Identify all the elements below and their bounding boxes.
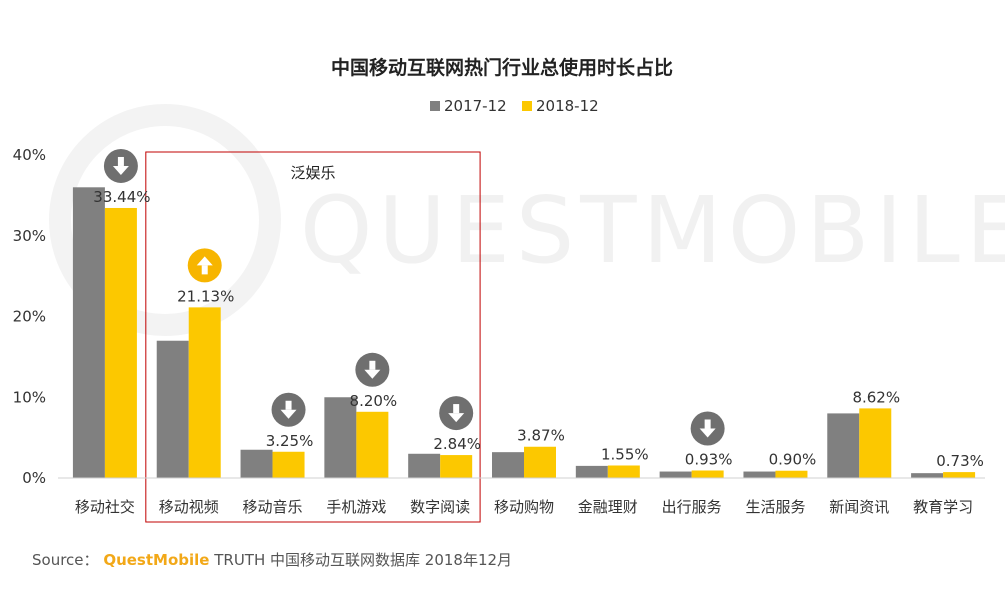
bar-2017-12-1 bbox=[156, 340, 189, 478]
x-category-label: 移动社交 bbox=[75, 498, 135, 516]
x-category-label: 数字阅读 bbox=[410, 498, 470, 516]
highlight-label: 泛娱乐 bbox=[290, 164, 335, 182]
data-label: 3.25% bbox=[266, 432, 314, 450]
data-label: 0.73% bbox=[936, 452, 984, 470]
data-label: 8.62% bbox=[852, 388, 900, 406]
bar-2018-12-9 bbox=[859, 408, 892, 478]
y-tick-label: 0% bbox=[22, 469, 46, 487]
watermark-ring bbox=[49, 104, 281, 336]
source-brand: QuestMobile bbox=[103, 551, 210, 569]
highlight-box bbox=[145, 151, 481, 523]
bar-2017-12-7 bbox=[659, 471, 692, 478]
data-label: 0.90% bbox=[769, 451, 817, 469]
x-category-label: 移动视频 bbox=[159, 498, 219, 516]
source-prefix: Source： bbox=[32, 551, 99, 569]
x-category-label: 生活服务 bbox=[745, 498, 805, 516]
bar-2018-12-1 bbox=[188, 307, 221, 478]
bar-2018-12-3 bbox=[356, 411, 389, 478]
bar-2017-12-4 bbox=[408, 453, 441, 478]
bar-2018-12-7 bbox=[691, 470, 724, 478]
bar-2018-12-2 bbox=[272, 451, 305, 478]
data-label: 8.20% bbox=[350, 392, 398, 410]
bar-2017-12-10 bbox=[911, 473, 944, 478]
legend-label-0: 2017-12 bbox=[444, 97, 507, 115]
bar-2018-12-5 bbox=[524, 446, 556, 478]
watermark-text: QUESTMOBILE bbox=[300, 177, 1005, 284]
bar-2018-12-4 bbox=[440, 455, 473, 478]
bars bbox=[72, 187, 976, 479]
legend-swatch-1 bbox=[522, 101, 532, 111]
bar-2017-12-9 bbox=[827, 413, 860, 478]
chart: QUESTMOBILE 中国移动互联网热门行业总使用时长占比 2017-12 20… bbox=[13, 56, 1005, 523]
bar-2018-12-6 bbox=[607, 465, 640, 478]
watermark: QUESTMOBILE bbox=[49, 104, 1005, 336]
data-labels: 33.44% 21.13% 3.25% 8.20% 2.84% 3.87% 1.55% 0.9… bbox=[93, 188, 984, 470]
y-tick-label: 40% bbox=[13, 146, 46, 164]
trend-arrows bbox=[103, 148, 725, 446]
bar-2018-12-8 bbox=[775, 470, 808, 478]
bar-2017-12-5 bbox=[492, 452, 524, 478]
trend-arrow-down-icon bbox=[271, 392, 306, 427]
bar-2018-12-0 bbox=[104, 207, 137, 479]
y-tick-label: 10% bbox=[13, 388, 46, 406]
bar-2017-12-6 bbox=[575, 465, 608, 478]
data-label: 0.93% bbox=[685, 450, 733, 468]
legend: 2017-12 2018-12 bbox=[430, 97, 599, 115]
x-category-label: 新闻资讯 bbox=[829, 498, 889, 516]
chart-title: 中国移动互联网热门行业总使用时长占比 bbox=[331, 56, 673, 79]
trend-arrow-down-icon bbox=[690, 411, 725, 446]
data-label: 2.84% bbox=[433, 435, 481, 453]
highlight-group: 泛娱乐 bbox=[145, 151, 481, 523]
source-text: TRUTH 中国移动互联网数据库 2018年12月 bbox=[214, 551, 513, 569]
trend-arrow-up-icon bbox=[187, 248, 222, 283]
y-tick-label: 30% bbox=[13, 227, 46, 245]
bar-2017-12-0 bbox=[72, 187, 105, 479]
bar-2017-12-2 bbox=[240, 449, 273, 478]
bar-2018-12-10 bbox=[943, 472, 976, 478]
x-category-label: 移动购物 bbox=[494, 498, 554, 516]
data-label: 21.13% bbox=[177, 287, 234, 305]
x-axis: 移动社交 移动视频 移动音乐 手机游戏 数字阅读 移动购物 金融理财 出行服务 生活服务 新闻资讯… bbox=[58, 477, 985, 516]
x-category-label: 手机游戏 bbox=[326, 498, 386, 516]
y-tick-label: 20% bbox=[13, 308, 46, 326]
trend-arrow-down-icon bbox=[103, 148, 138, 183]
trend-arrow-down-icon bbox=[355, 352, 390, 387]
trend-arrow-down-icon bbox=[439, 396, 474, 431]
data-label: 33.44% bbox=[93, 188, 150, 206]
x-category-label: 出行服务 bbox=[662, 498, 722, 516]
x-category-label: 金融理财 bbox=[578, 498, 638, 516]
legend-swatch-0 bbox=[430, 101, 440, 111]
data-label: 1.55% bbox=[601, 445, 649, 463]
bar-2017-12-3 bbox=[324, 397, 357, 478]
source-note: Source： QuestMobile TRUTH 中国移动互联网数据库 201… bbox=[32, 549, 512, 570]
data-label: 3.87% bbox=[517, 427, 565, 445]
x-category-label: 教育学习 bbox=[913, 498, 973, 516]
bar-2017-12-8 bbox=[743, 471, 776, 478]
legend-label-1: 2018-12 bbox=[536, 97, 599, 115]
y-axis: 0% 10% 20% 30% 40% bbox=[13, 146, 46, 487]
x-category-label: 移动音乐 bbox=[243, 498, 303, 516]
